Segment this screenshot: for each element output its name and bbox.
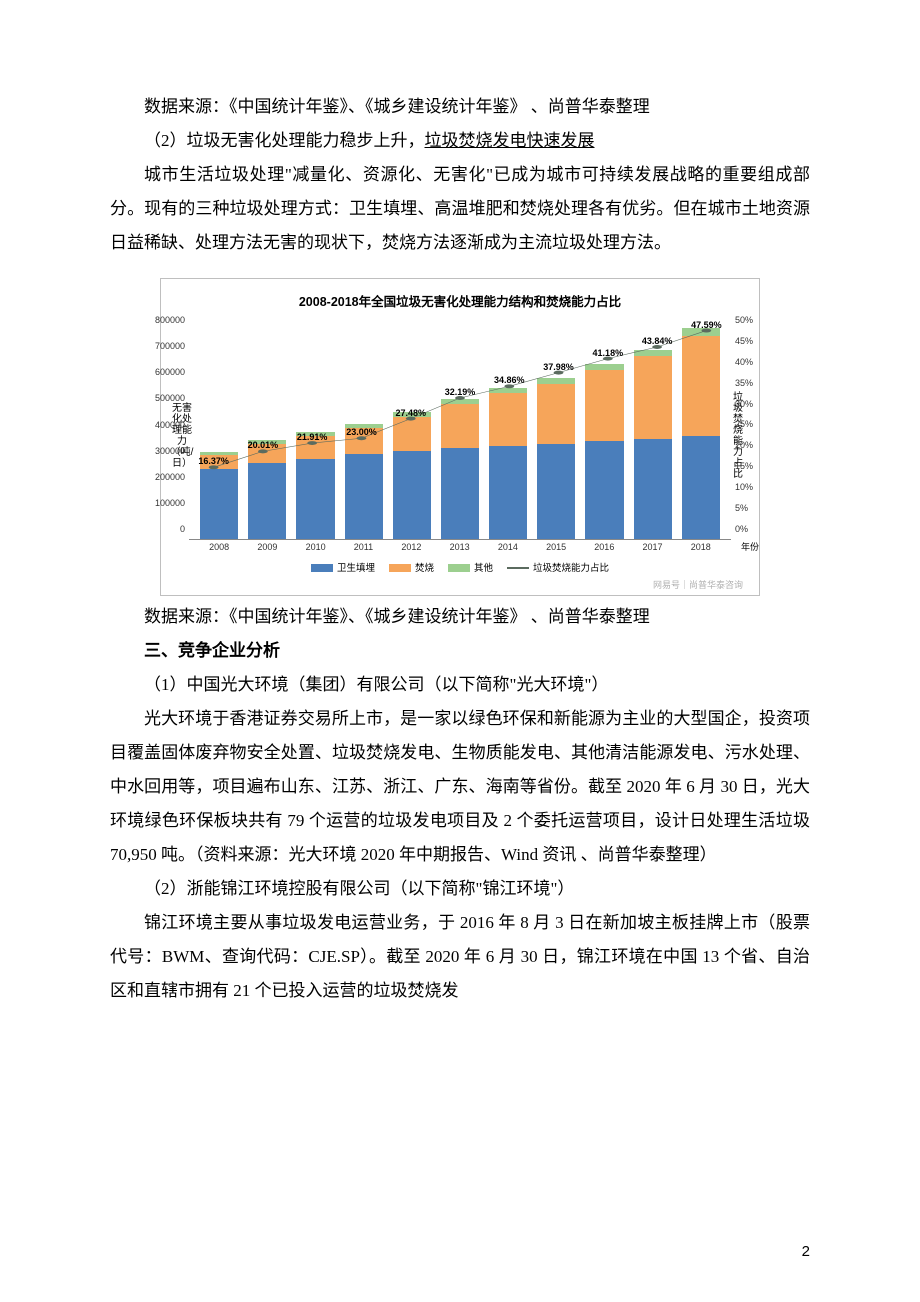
chart-container: 2008-2018年全国垃圾无害化处理能力结构和焚烧能力占比 无害化处理能力（吨… xyxy=(160,278,760,596)
paragraph-6: 光大环境于香港证券交易所上市，是一家以绿色环保和新能源为主业的大型国企，投资项目… xyxy=(110,702,810,872)
bar-2018 xyxy=(682,328,720,539)
bar-2009 xyxy=(248,440,286,539)
bar-2016 xyxy=(585,364,623,539)
x-axis-ticks: 2008200920102011201220132014201520162017… xyxy=(189,540,731,552)
chart-plot-area: 8000007000006000005000004000003000002000… xyxy=(189,320,731,540)
chart-title: 2008-2018年全国垃圾无害化处理能力结构和焚烧能力占比 xyxy=(175,291,745,310)
bar-2015 xyxy=(537,378,575,539)
page-number: 2 xyxy=(802,1243,810,1260)
paragraph-source-1: 数据来源：《中国统计年鉴》、《城乡建设统计年鉴》 、尚普华泰整理 xyxy=(110,90,810,124)
paragraph-5: （1）中国光大环境（集团）有限公司（以下简称"光大环境"） xyxy=(110,668,810,702)
legend-item-line: 垃圾焚烧能力占比 xyxy=(507,560,609,574)
chart-watermark: 网易号｜尚普华泰咨询 xyxy=(175,578,745,595)
paragraph-heading-2: （2）垃圾无害化处理能力稳步上升，垃圾焚烧发电快速发展 xyxy=(110,124,810,158)
bar-2014 xyxy=(489,388,527,539)
bar-2017 xyxy=(634,350,672,539)
paragraph-source-2: 数据来源：《中国统计年鉴》、《城乡建设统计年鉴》 、尚普华泰整理 xyxy=(110,600,810,634)
bar-2012 xyxy=(393,412,431,539)
y-left-ticks: 8000007000006000005000004000003000002000… xyxy=(151,320,185,539)
bar-2010 xyxy=(296,432,334,539)
p2-part-a: （2）垃圾无害化处理能力稳步上升， xyxy=(144,131,425,150)
legend-item-incineration: 焚烧 xyxy=(389,560,434,574)
p2-part-b-underlined: 垃圾焚烧发电快速发展 xyxy=(425,131,595,150)
bars-group xyxy=(189,320,731,539)
legend-item-other: 其他 xyxy=(448,560,493,574)
paragraph-3: 城市生活垃圾处理"减量化、资源化、无害化"已成为城市可持续发展战略的重要组成部分… xyxy=(110,158,810,260)
legend-item-landfill: 卫生填埋 xyxy=(311,560,375,574)
section-heading-3: 三、竞争企业分析 xyxy=(110,634,810,668)
y-right-ticks: 50%45%40%35%30%25%20%15%10%5%0% xyxy=(735,320,761,539)
paragraph-7: （2）浙能锦江环境控股有限公司（以下简称"锦江环境"） xyxy=(110,872,810,906)
bar-2013 xyxy=(441,399,479,539)
paragraph-8: 锦江环境主要从事垃圾发电运营业务，于 2016 年 8 月 3 日在新加坡主板挂… xyxy=(110,906,810,1008)
x-axis-title: 年份 xyxy=(741,540,759,553)
document-page: 数据来源：《中国统计年鉴》、《城乡建设统计年鉴》 、尚普华泰整理 （2）垃圾无害… xyxy=(0,0,920,1302)
chart-legend: 卫生填埋 焚烧 其他 垃圾焚烧能力占比 xyxy=(175,560,745,574)
bar-2011 xyxy=(345,424,383,540)
